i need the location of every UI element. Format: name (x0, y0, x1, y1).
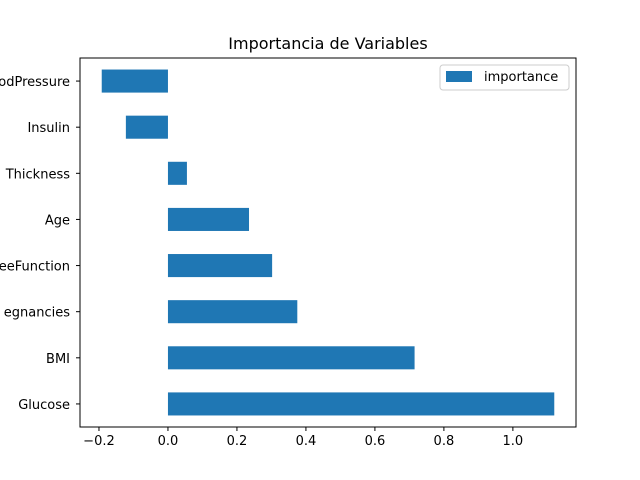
y-tick-label: eeFunction (0, 260, 70, 275)
x-tick-label: 1.0 (503, 434, 524, 449)
y-tick-label: Glucose (18, 398, 70, 413)
legend: importance (439, 64, 570, 91)
bar-glucose (167, 392, 555, 416)
x-axis: −0.2 0.0 0.2 0.4 0.6 0.8 1.0 (83, 427, 523, 449)
x-tick-label: 0.0 (158, 434, 179, 449)
x-tick-label: 0.2 (227, 434, 248, 449)
y-tick-label: Insulin (27, 121, 70, 136)
x-tick-label: −0.2 (83, 434, 115, 449)
y-axis: Glucose BMI egnancies eeFunction Age Thicknes… (0, 75, 80, 413)
y-tick-label: Age (45, 213, 70, 228)
bar-age (167, 207, 250, 231)
bar-diabetespedigreefunction (167, 254, 273, 278)
bar-bmi (167, 346, 415, 370)
x-tick-label: 0.6 (365, 434, 386, 449)
x-tick-label: 0.4 (296, 434, 317, 449)
x-tick-label: 0.8 (434, 434, 455, 449)
legend-label: importance (484, 70, 558, 85)
chart-title: Importancia de Variables (228, 34, 427, 53)
bars-group (101, 69, 555, 416)
y-tick-label: BMI (46, 352, 70, 367)
legend-box (439, 64, 570, 91)
bar-bloodpressure (101, 69, 168, 93)
y-tick-label: odPressure (0, 75, 70, 90)
y-tick-label: egnancies (4, 306, 70, 321)
bar-pregnancies (167, 300, 298, 324)
legend-swatch (446, 71, 472, 82)
y-tick-label: Thickness (5, 167, 70, 182)
bar-insulin (125, 115, 168, 139)
plot-frame (79, 57, 577, 428)
bar-skinthickness (167, 161, 187, 185)
